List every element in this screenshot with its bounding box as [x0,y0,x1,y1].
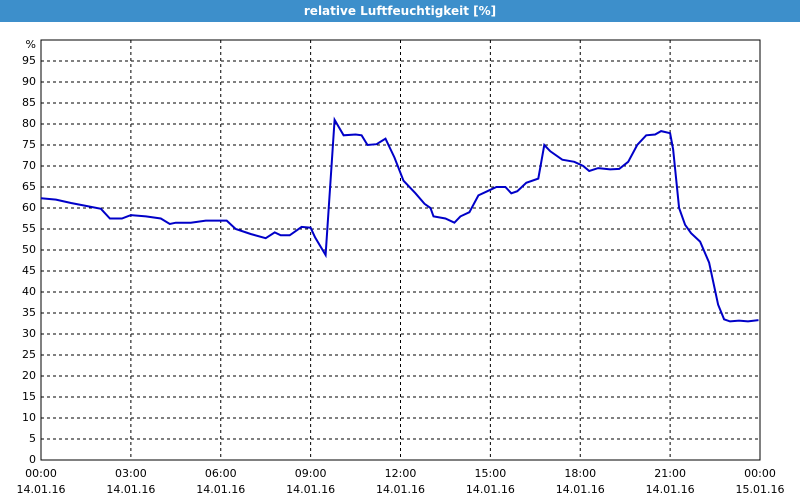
y-tick-label: 85 [22,96,36,109]
x-tick-label: 09:00 [295,467,327,480]
x-tick-label: 12:00 [385,467,417,480]
x-tick-label: 21:00 [654,467,686,480]
x-tick-date: 14.01.16 [646,483,695,496]
y-tick-label: 90 [22,75,36,88]
y-tick-label: 50 [22,243,36,256]
x-tick-label: 18:00 [564,467,596,480]
y-tick-label: 45 [22,264,36,277]
x-tick-label: 00:00 [25,467,57,480]
y-tick-label: 30 [22,327,36,340]
y-tick-label: 70 [22,159,36,172]
x-tick-date: 15.01.16 [736,483,785,496]
y-tick-label: 55 [22,222,36,235]
y-tick-label: 95 [22,54,36,67]
x-tick-date: 14.01.16 [106,483,155,496]
y-axis-label: % [26,38,36,51]
x-tick-label: 00:00 [744,467,776,480]
y-tick-label: 20 [22,369,36,382]
y-tick-label: 40 [22,285,36,298]
y-tick-label: 65 [22,180,36,193]
y-tick-label: 25 [22,348,36,361]
x-tick-date: 14.01.16 [17,483,66,496]
y-tick-label: 35 [22,306,36,319]
title-bar: relative Luftfeuchtigkeit [%] [0,0,800,22]
data-line [40,116,759,323]
x-tick-label: 15:00 [475,467,507,480]
y-tick-label: 0 [29,453,36,466]
y-tick-label: 75 [22,138,36,151]
x-tick-date: 14.01.16 [196,483,245,496]
x-tick-label: 06:00 [205,467,237,480]
y-tick-label: 15 [22,390,36,403]
y-tick-label: 60 [22,201,36,214]
x-tick-date: 14.01.16 [556,483,605,496]
y-tick-label: 80 [22,117,36,130]
x-tick-label: 03:00 [115,467,147,480]
y-tick-label: 10 [22,411,36,424]
x-tick-date: 14.01.16 [466,483,515,496]
y-tick-label: 5 [29,432,36,445]
x-tick-date: 14.01.16 [286,483,335,496]
x-tick-date: 14.01.16 [376,483,425,496]
